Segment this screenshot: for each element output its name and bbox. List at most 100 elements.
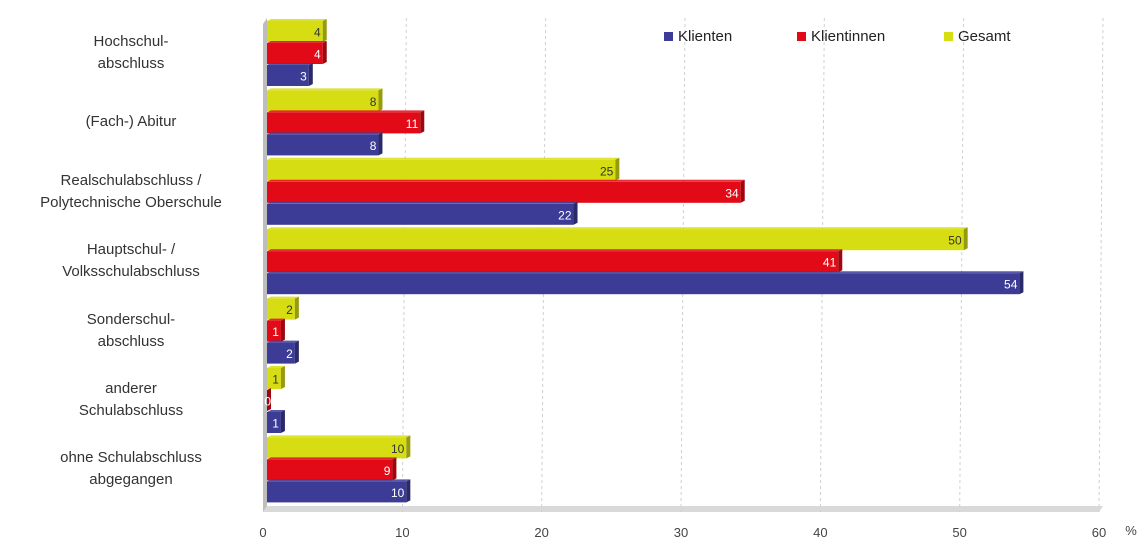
category-label: anderer Schulabschluss: [6, 378, 256, 422]
bar: [267, 19, 327, 42]
bar-value-label: 4: [314, 48, 321, 62]
bar-front: [267, 368, 281, 389]
bar: [267, 41, 327, 64]
bar: [267, 132, 383, 156]
bar: [267, 179, 745, 203]
bar-end: [294, 340, 299, 364]
bar-front: [267, 43, 323, 64]
axis-wall: [263, 18, 267, 512]
legend-label: Gesamt: [958, 28, 1011, 45]
bar: [267, 201, 578, 225]
bar-value-label: 25: [600, 164, 614, 178]
bar-end: [322, 41, 327, 64]
bar-value-label: 9: [384, 464, 391, 478]
category-label-line: ohne Schulabschluss: [60, 449, 202, 467]
bar-top: [267, 410, 285, 412]
bar: [267, 227, 968, 251]
bar-value-label: 4: [314, 26, 321, 40]
legend-swatch: [664, 32, 673, 41]
bar-front: [267, 112, 421, 134]
bar-front: [267, 459, 393, 481]
bar-end: [963, 227, 968, 251]
bar: [267, 457, 397, 481]
bar: [267, 366, 285, 389]
bar: [267, 157, 620, 181]
bar-top: [267, 318, 285, 321]
x-tick-label: 30: [674, 525, 688, 540]
category-label-line: Polytechnische Oberschule: [40, 193, 222, 211]
bar-top: [267, 110, 425, 113]
bar-end: [280, 366, 285, 389]
bar-front: [267, 298, 295, 320]
bar: [267, 388, 271, 411]
bar-end: [1019, 271, 1024, 295]
axis-floor: [263, 506, 1103, 512]
bar-front: [267, 65, 309, 86]
x-unit-label: %: [1125, 523, 1137, 538]
bar-top: [267, 249, 843, 252]
bar: [267, 410, 285, 433]
bar: [267, 296, 299, 320]
bar-top: [267, 340, 299, 343]
bar-value-label: 1: [272, 417, 279, 431]
category-label-line: Volksschulabschluss: [62, 263, 200, 281]
legend-item: Klienten: [664, 28, 732, 45]
bar-top: [267, 271, 1024, 274]
category-label: Sonderschul-abschluss: [6, 309, 256, 353]
bar-top: [267, 296, 299, 299]
bar: [267, 271, 1024, 295]
category-label-line: Realschulabschluss /: [60, 171, 202, 189]
gridline: [959, 17, 965, 513]
bar: [267, 435, 411, 459]
bar-front: [267, 181, 741, 203]
category-label-line: abschluss: [97, 55, 165, 72]
bar-top: [267, 63, 313, 65]
bar-value-label: 3: [300, 70, 307, 84]
bar-value-label: 10: [391, 442, 405, 456]
legend-item: Klientinnen: [797, 28, 885, 45]
bar-value-label: 2: [286, 347, 293, 361]
bar-top: [267, 435, 411, 438]
bar-end: [322, 19, 327, 42]
category-label: Realschulabschluss / Polytechnische Obers…: [6, 170, 256, 214]
bar-value-label: 0: [264, 395, 271, 409]
legend-swatch: [797, 32, 806, 41]
bar-end: [573, 201, 578, 225]
bar-end: [740, 179, 745, 203]
bar-top: [267, 179, 745, 182]
bar-top: [267, 19, 327, 21]
bar-end: [392, 457, 397, 481]
category-label-line: Sonderschul-: [86, 310, 176, 328]
bar-front: [267, 437, 407, 459]
category-label-line: Hochschul-: [93, 33, 169, 50]
legend-label: Klienten: [678, 28, 732, 45]
bar-value-label: 54: [1004, 278, 1018, 292]
bar-end: [280, 410, 285, 433]
bar-end: [615, 157, 620, 181]
bar-value-label: 22: [558, 208, 572, 222]
category-label: Hauptschul- / Volksschulabschluss: [6, 239, 256, 283]
bar-value-label: 1: [272, 373, 279, 387]
bar: [267, 318, 285, 342]
legend-label: Klientinnen: [811, 28, 885, 45]
bar-value-label: 8: [370, 95, 377, 109]
bar-value-label: 1: [272, 325, 279, 339]
bar-end: [280, 318, 285, 342]
x-tick-label: 50: [952, 525, 966, 540]
bar: [267, 63, 313, 86]
category-label: (Fach-) Abitur: [6, 111, 256, 133]
bar-front: [267, 481, 407, 503]
bar-front: [267, 342, 295, 364]
bar: [267, 88, 383, 112]
legend-item: Gesamt: [944, 28, 1011, 45]
bar-top: [267, 88, 383, 91]
bar-value-label: 11: [406, 117, 419, 131]
bar-top: [267, 157, 620, 160]
category-label-line: Hauptschul- /: [86, 241, 176, 259]
bar: [267, 340, 299, 364]
bar-top: [267, 201, 578, 204]
bar-top: [267, 457, 397, 460]
bar-top: [267, 41, 327, 43]
